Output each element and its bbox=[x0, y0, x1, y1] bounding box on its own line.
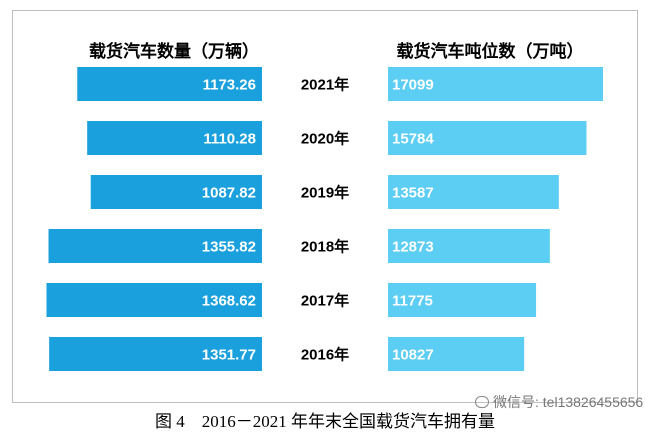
year-label-4: 2017年 bbox=[301, 292, 349, 310]
right-bar-3 bbox=[388, 229, 550, 263]
right-bar-4 bbox=[388, 283, 537, 317]
right-bar-5 bbox=[388, 337, 525, 371]
year-label-2: 2019年 bbox=[301, 184, 349, 202]
left-value-label-0: 1173.26 bbox=[203, 77, 256, 94]
right-series-title: 载货汽车吨位数（万吨） bbox=[397, 41, 584, 61]
watermark: 微信号: tel13826455656 bbox=[475, 392, 643, 412]
left-series-title: 载货汽车数量（万辆） bbox=[89, 41, 259, 61]
right-bar-0 bbox=[388, 67, 603, 101]
chart-frame bbox=[12, 10, 638, 403]
right-value-label-3: 12873 bbox=[392, 239, 434, 256]
left-bar-4 bbox=[46, 283, 262, 317]
year-label-3: 2018年 bbox=[301, 238, 349, 256]
left-value-label-4: 1368.62 bbox=[202, 293, 256, 310]
right-value-label-5: 10827 bbox=[392, 347, 434, 364]
right-value-label-4: 11775 bbox=[392, 293, 433, 310]
left-bar-0 bbox=[77, 67, 262, 101]
figure-caption: 图 4 2016－2021 年年末全国载货汽车拥有量 bbox=[155, 412, 495, 431]
right-bar-1 bbox=[388, 121, 587, 155]
chart: 载货汽车数量（万辆） 载货汽车吨位数（万吨） 1173.26 2021年 17099… bbox=[46, 41, 603, 371]
left-value-label-1: 1110.28 bbox=[203, 131, 256, 148]
year-label-5: 2016年 bbox=[301, 346, 349, 364]
left-value-label-5: 1351.77 bbox=[202, 347, 256, 364]
right-value-label-0: 17099 bbox=[392, 77, 434, 94]
left-bar-2 bbox=[90, 175, 263, 209]
left-bar-1 bbox=[87, 121, 263, 155]
wechat-icon bbox=[475, 396, 489, 408]
left-bar-5 bbox=[49, 337, 263, 371]
watermark-text: 微信号: tel13826455656 bbox=[493, 394, 644, 410]
left-value-label-2: 1087.82 bbox=[202, 185, 256, 202]
left-value-label-3: 1355.82 bbox=[202, 239, 256, 256]
right-value-label-1: 15784 bbox=[392, 131, 434, 148]
right-value-label-2: 13587 bbox=[392, 185, 434, 202]
left-bar-3 bbox=[48, 229, 262, 263]
year-label-0: 2021年 bbox=[301, 76, 349, 94]
right-bar-2 bbox=[388, 175, 559, 209]
year-label-1: 2020年 bbox=[301, 130, 349, 148]
